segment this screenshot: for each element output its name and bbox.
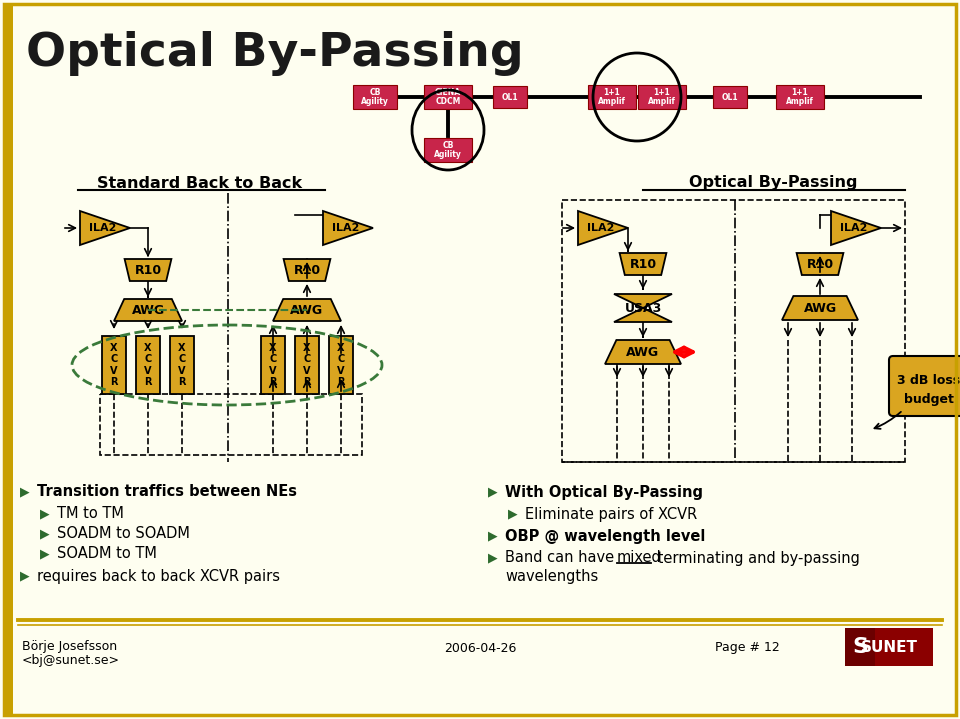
Text: AWG: AWG — [291, 305, 324, 318]
Polygon shape — [323, 211, 373, 245]
Polygon shape — [619, 253, 666, 275]
Bar — [329, 336, 353, 394]
Text: ▶: ▶ — [488, 485, 497, 498]
Polygon shape — [125, 259, 172, 281]
Polygon shape — [614, 294, 672, 322]
Text: S: S — [852, 637, 868, 657]
Text: ▶: ▶ — [40, 547, 50, 561]
Text: Standard Back to Back: Standard Back to Back — [97, 175, 302, 191]
Text: Page # 12: Page # 12 — [715, 641, 780, 654]
Polygon shape — [273, 299, 341, 321]
Text: ILA2: ILA2 — [332, 223, 360, 233]
Text: X
C
V
R: X C V R — [337, 343, 345, 387]
Text: ▶: ▶ — [20, 569, 30, 582]
Text: SOADM to TM: SOADM to TM — [57, 546, 156, 562]
Text: Optical By-Passing: Optical By-Passing — [688, 175, 857, 191]
Text: CB
Agility: CB Agility — [434, 141, 462, 160]
Text: AWG: AWG — [132, 305, 164, 318]
Polygon shape — [114, 299, 182, 321]
Text: X
C
V
R: X C V R — [144, 343, 152, 387]
Text: Börje Josefsson: Börje Josefsson — [22, 640, 117, 653]
Text: R10: R10 — [630, 257, 657, 270]
Text: Eliminate pairs of XCVR: Eliminate pairs of XCVR — [525, 506, 697, 521]
Polygon shape — [831, 211, 881, 245]
Text: TM to TM: TM to TM — [57, 506, 124, 521]
FancyBboxPatch shape — [713, 86, 747, 108]
Bar — [136, 336, 160, 394]
Polygon shape — [782, 296, 858, 320]
FancyBboxPatch shape — [353, 85, 397, 109]
Text: CIENA
CDCM: CIENA CDCM — [435, 88, 461, 106]
Polygon shape — [80, 211, 130, 245]
Text: Optical By-Passing: Optical By-Passing — [26, 30, 524, 75]
Text: AWG: AWG — [804, 303, 836, 316]
Text: ▶: ▶ — [488, 551, 497, 564]
Text: Transition traffics between NEs: Transition traffics between NEs — [37, 485, 297, 500]
Text: X
C
V
R: X C V R — [269, 343, 276, 387]
Text: 1+1
Amplif: 1+1 Amplif — [598, 88, 626, 106]
Text: X
C
V
R: X C V R — [303, 343, 311, 387]
Text: ▶: ▶ — [40, 508, 50, 521]
Text: ▶: ▶ — [40, 528, 50, 541]
FancyBboxPatch shape — [638, 85, 686, 109]
FancyBboxPatch shape — [845, 628, 933, 666]
Text: CB
Agility: CB Agility — [361, 88, 389, 106]
Text: 1+1
Amplif: 1+1 Amplif — [786, 88, 814, 106]
Bar — [261, 336, 285, 394]
Bar — [170, 336, 194, 394]
Text: X
C
V
R: X C V R — [179, 343, 185, 387]
Text: R10: R10 — [806, 257, 833, 270]
Text: ILA2: ILA2 — [89, 223, 117, 233]
Text: <bj@sunet.se>: <bj@sunet.se> — [22, 654, 120, 667]
Polygon shape — [797, 253, 844, 275]
Text: 3 dB loss: 3 dB loss — [898, 373, 960, 387]
Text: ▶: ▶ — [20, 485, 30, 498]
Text: wavelengths: wavelengths — [505, 569, 598, 585]
Text: budget: budget — [904, 393, 954, 406]
Text: X
C
V
R: X C V R — [110, 343, 118, 387]
FancyBboxPatch shape — [588, 85, 636, 109]
FancyBboxPatch shape — [424, 85, 472, 109]
Bar — [295, 336, 319, 394]
Text: 2006-04-26: 2006-04-26 — [444, 641, 516, 654]
Bar — [100, 394, 362, 455]
Text: SOADM to SOADM: SOADM to SOADM — [57, 526, 190, 541]
Text: ILA2: ILA2 — [588, 223, 614, 233]
Polygon shape — [283, 259, 330, 281]
Text: 1+1
Amplif: 1+1 Amplif — [648, 88, 676, 106]
Polygon shape — [605, 340, 681, 364]
Text: mixed: mixed — [617, 551, 661, 566]
Text: requires back to back XCVR pairs: requires back to back XCVR pairs — [37, 569, 280, 584]
Bar — [4, 4, 13, 715]
Text: ILA2: ILA2 — [840, 223, 868, 233]
FancyBboxPatch shape — [424, 138, 472, 162]
Text: OBP @ wavelength level: OBP @ wavelength level — [505, 528, 706, 544]
Text: R10: R10 — [294, 263, 321, 277]
FancyBboxPatch shape — [889, 356, 960, 416]
Text: terminating and by-passing: terminating and by-passing — [653, 551, 860, 566]
Text: OL1: OL1 — [722, 93, 738, 101]
Text: USA3: USA3 — [624, 301, 661, 314]
Text: SUNET: SUNET — [860, 639, 918, 654]
Polygon shape — [578, 211, 628, 245]
FancyBboxPatch shape — [493, 86, 527, 108]
Text: AWG: AWG — [627, 347, 660, 360]
Bar — [562, 200, 905, 462]
Text: Band can have: Band can have — [505, 551, 619, 566]
FancyBboxPatch shape — [776, 85, 824, 109]
Text: OL1: OL1 — [502, 93, 518, 101]
Text: ▶: ▶ — [508, 508, 517, 521]
Text: ▶: ▶ — [488, 529, 497, 543]
Text: R10: R10 — [134, 263, 161, 277]
Bar — [102, 336, 126, 394]
FancyBboxPatch shape — [845, 628, 875, 666]
Text: With Optical By-Passing: With Optical By-Passing — [505, 485, 703, 500]
